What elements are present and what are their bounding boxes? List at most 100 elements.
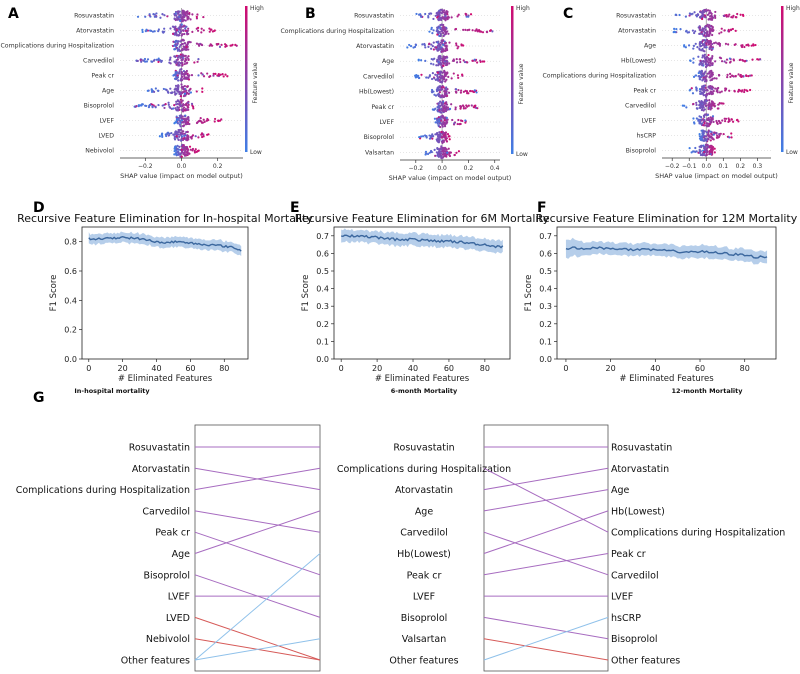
y-tick-label: 0.0 bbox=[539, 355, 552, 364]
shap-dot bbox=[456, 47, 459, 50]
shap-dot bbox=[187, 118, 190, 121]
shap-dot bbox=[432, 48, 435, 51]
x-tick-label: 60 bbox=[695, 364, 705, 373]
colorbar bbox=[781, 6, 784, 152]
shap-dot bbox=[182, 10, 186, 13]
shap-dot bbox=[173, 77, 177, 80]
shap-dot bbox=[430, 57, 433, 61]
y-tick-label: 0.1 bbox=[539, 337, 552, 346]
shap-dot bbox=[684, 15, 687, 18]
shap-dot bbox=[710, 15, 714, 18]
shap-dot bbox=[202, 75, 206, 78]
shap-dot bbox=[707, 116, 710, 120]
shap-dot bbox=[747, 75, 750, 78]
shap-dot bbox=[429, 62, 433, 65]
shap-dot bbox=[179, 15, 182, 19]
shap-dot bbox=[431, 31, 434, 35]
shap-dot bbox=[437, 102, 440, 105]
shap-dot bbox=[432, 29, 435, 32]
shap-dot bbox=[178, 119, 181, 122]
shap-dot bbox=[443, 92, 446, 96]
rank-link bbox=[194, 553, 321, 661]
shap-dot bbox=[706, 122, 710, 125]
chart-title: Recursive Feature Elimination for In-hos… bbox=[17, 212, 313, 225]
shap-dot bbox=[427, 76, 430, 79]
shap-dot bbox=[702, 39, 705, 42]
shap-dot bbox=[181, 12, 184, 15]
shap-dot bbox=[714, 16, 717, 19]
shap-dot bbox=[200, 120, 203, 123]
shap-dot bbox=[210, 43, 213, 47]
shap-dot bbox=[186, 43, 189, 46]
shap-dot bbox=[448, 41, 451, 44]
shap-dot bbox=[157, 58, 160, 62]
shap-dot bbox=[442, 43, 445, 46]
series-line bbox=[341, 233, 504, 249]
shap-dot bbox=[217, 119, 220, 122]
shap-dot bbox=[708, 146, 711, 149]
shap-dot bbox=[177, 138, 180, 142]
shap-dot bbox=[437, 119, 440, 122]
link-box-left bbox=[194, 424, 321, 672]
shap-dot bbox=[145, 104, 148, 108]
shap-dot bbox=[439, 135, 442, 139]
shap-dot bbox=[464, 89, 467, 92]
shap-dot bbox=[701, 11, 704, 14]
shap-dot bbox=[715, 131, 718, 135]
shap-dot bbox=[699, 151, 702, 155]
shap-dot bbox=[447, 91, 451, 94]
shap-dot bbox=[441, 146, 445, 150]
rank-link bbox=[483, 616, 609, 640]
rank-feature: Atorvastatin bbox=[611, 464, 669, 475]
shap-dot bbox=[427, 14, 430, 18]
shap-dot bbox=[175, 119, 179, 122]
shap-dot bbox=[739, 58, 742, 61]
shap-dot bbox=[164, 103, 167, 106]
shap-dot bbox=[722, 132, 725, 136]
shap-dot bbox=[437, 30, 441, 34]
shap-dot bbox=[692, 47, 695, 50]
shap-dot bbox=[434, 94, 438, 97]
shap-dot bbox=[420, 59, 423, 62]
shap-dot bbox=[437, 47, 441, 50]
shap-dot bbox=[441, 79, 444, 83]
rank-feature: Complications during Hospitalization bbox=[16, 485, 190, 496]
rank-link bbox=[483, 510, 609, 554]
shap-dot bbox=[749, 88, 752, 92]
shap-dot bbox=[425, 136, 428, 139]
shap-dot bbox=[175, 59, 178, 62]
shap-dot bbox=[208, 30, 211, 33]
shap-dot bbox=[706, 63, 709, 66]
shap-dot bbox=[438, 16, 441, 19]
shap-dot bbox=[185, 25, 188, 28]
shap-dot bbox=[705, 95, 708, 98]
shap-dot bbox=[440, 152, 443, 155]
y-tick-label: 0.1 bbox=[316, 337, 329, 346]
shap-dot bbox=[731, 74, 734, 78]
shap-dot bbox=[414, 43, 418, 47]
shap-dot bbox=[694, 30, 697, 33]
shap-dot bbox=[453, 122, 456, 125]
rank-feature: LVEF bbox=[168, 592, 190, 603]
shap-dot bbox=[181, 17, 184, 21]
rank-feature: Rosuvastatin bbox=[129, 443, 190, 454]
shap-dot bbox=[176, 74, 179, 77]
shap-dot bbox=[153, 13, 156, 16]
shap-dot bbox=[444, 47, 447, 50]
feature-label: LVEF bbox=[380, 119, 395, 126]
feature-label: LVEF bbox=[642, 118, 657, 125]
shap-dot bbox=[444, 80, 447, 83]
shap-dot bbox=[179, 104, 182, 107]
shap-dot bbox=[705, 143, 708, 146]
shap-dot bbox=[156, 89, 160, 92]
shap-dot bbox=[440, 50, 443, 53]
shap-dot bbox=[440, 155, 443, 158]
feature-label: Carvedilol bbox=[363, 73, 394, 80]
shap-dot bbox=[679, 28, 682, 31]
shap-dot bbox=[462, 59, 465, 62]
shap-dot bbox=[184, 114, 187, 117]
column-title: 12-month Mortality bbox=[671, 387, 743, 395]
shap-dot bbox=[188, 145, 192, 148]
rank-feature: LVED bbox=[166, 613, 190, 624]
shap-dot bbox=[180, 132, 183, 135]
